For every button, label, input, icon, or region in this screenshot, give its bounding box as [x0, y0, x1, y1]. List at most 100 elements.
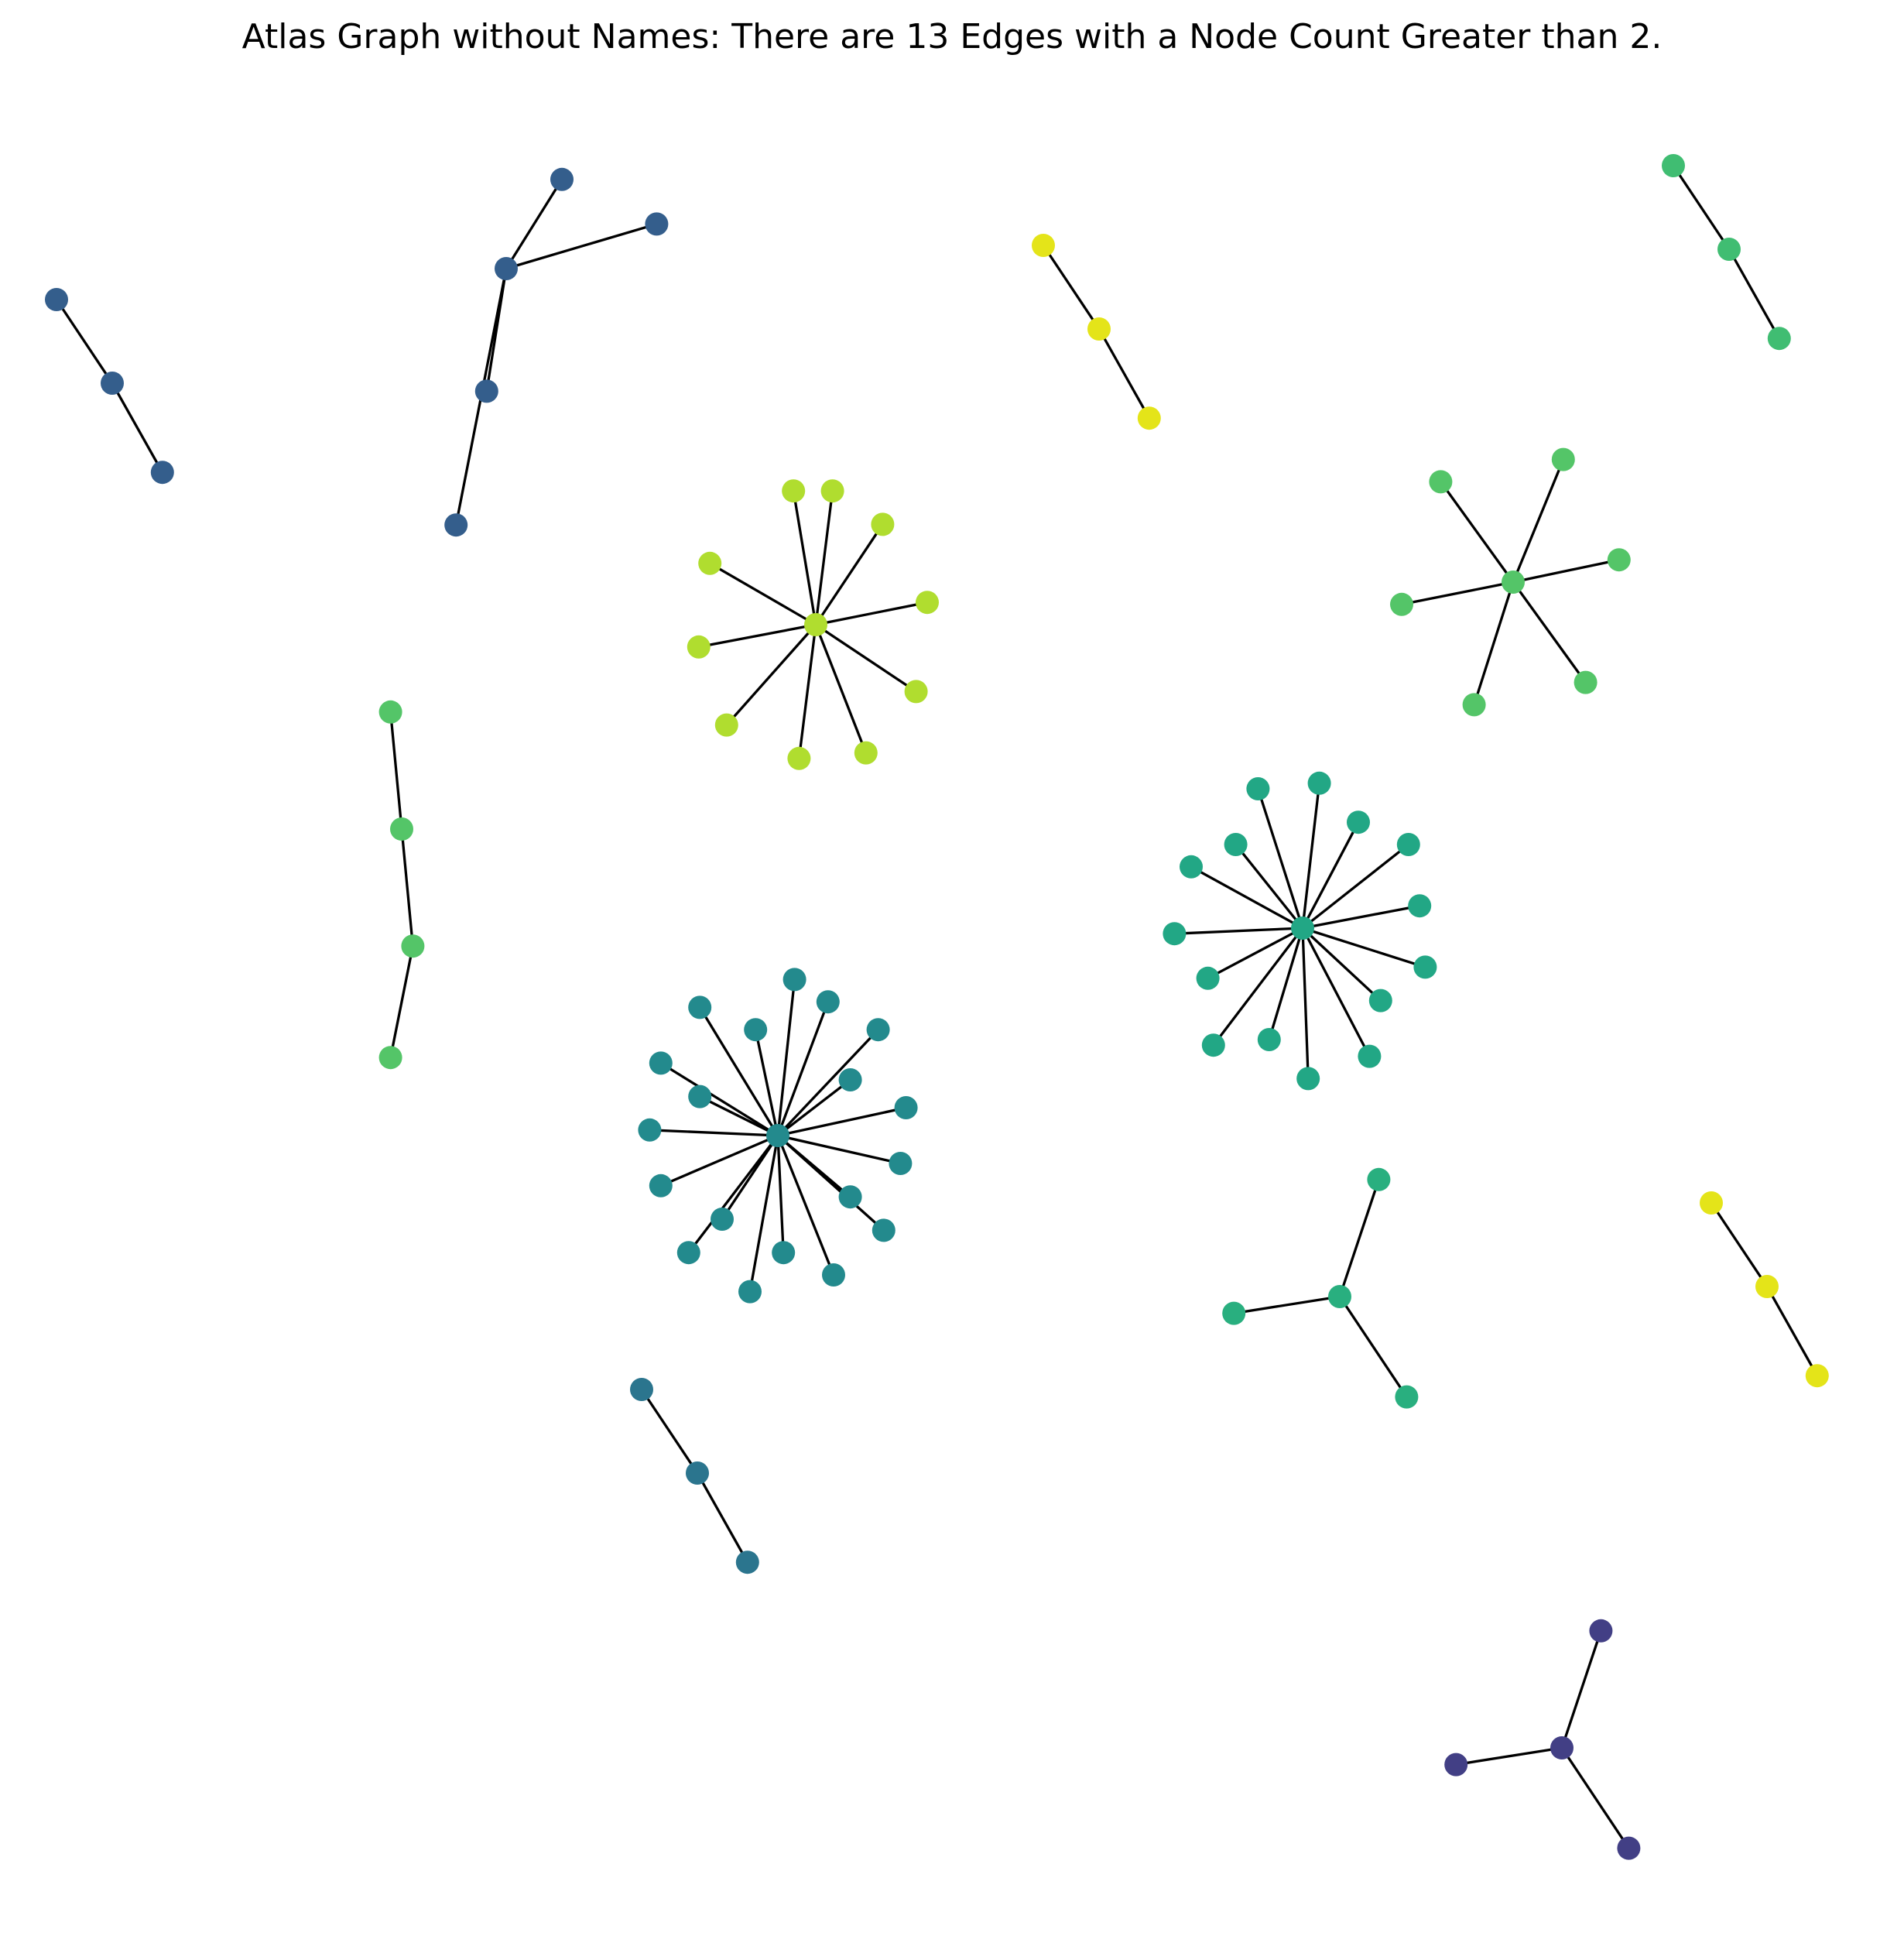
graph-node: [390, 817, 413, 841]
graph-edge: [1301, 927, 1371, 1057]
graph-edge: [776, 979, 796, 1136]
graph-hub-node: [1328, 1285, 1351, 1308]
graph-node: [838, 1068, 862, 1091]
graph-hub-node: [1291, 917, 1314, 940]
graph-hub-node: [1550, 1736, 1574, 1759]
graph-node: [688, 1084, 712, 1108]
graph-node: [645, 212, 669, 236]
graph-node: [1805, 1364, 1829, 1388]
graph-node: [676, 1241, 700, 1265]
graph-edge: [1301, 821, 1360, 929]
graph-edge: [1233, 1295, 1341, 1315]
graph-edge: [1338, 1179, 1380, 1297]
graph-edge: [721, 1135, 779, 1220]
graph-title: Atlas Graph without Names: There are 13 …: [241, 17, 1663, 57]
graph-node: [772, 1241, 796, 1265]
graph-edge: [699, 1095, 779, 1137]
edges-layer: [55, 165, 1819, 1849]
graph-hub-node: [1502, 570, 1525, 594]
graph-edge: [776, 1135, 835, 1276]
graph-edge: [776, 1001, 830, 1136]
graph-node: [866, 1018, 890, 1042]
graph-node: [735, 1550, 759, 1574]
graph-edge: [1098, 328, 1151, 420]
graph-edge: [797, 624, 817, 759]
graph-node: [872, 1218, 895, 1242]
graph-edge: [505, 178, 563, 269]
graph-node: [686, 1461, 709, 1485]
graph-node: [1358, 1044, 1382, 1068]
graph-edge: [776, 1134, 885, 1232]
graph-edge: [754, 1029, 779, 1136]
graph-node: [1246, 777, 1270, 800]
graph-node: [630, 1378, 653, 1401]
graph-edge: [505, 222, 657, 270]
graph-edge: [55, 299, 114, 384]
graph-edge: [748, 1135, 779, 1292]
graph-node: [871, 512, 895, 536]
graph-node: [822, 1263, 845, 1287]
graph-edge: [1302, 927, 1426, 968]
graph-node: [1307, 771, 1331, 795]
graph-node: [688, 995, 712, 1019]
graph-edge: [1455, 1746, 1563, 1766]
graph-edge: [815, 601, 928, 626]
graph-edge: [1212, 927, 1304, 1047]
graph-node: [787, 746, 811, 770]
graph-node: [1196, 966, 1220, 990]
graph-node: [444, 513, 468, 537]
graph-node: [378, 1046, 402, 1070]
graph-node: [1589, 1619, 1613, 1643]
graph-edge: [649, 1129, 779, 1137]
graph-node: [378, 700, 402, 724]
graph-node: [782, 479, 806, 503]
graph-edge: [660, 1134, 779, 1187]
graph-node: [1395, 1385, 1419, 1409]
graph-node: [1201, 1033, 1225, 1057]
graph-node: [649, 1051, 673, 1075]
graph-node: [782, 968, 806, 992]
graph-edge: [1512, 558, 1620, 584]
graph-node: [638, 1118, 662, 1142]
graph-edge: [777, 1106, 906, 1137]
graph-edge: [814, 523, 884, 625]
graph-edge: [1302, 904, 1420, 930]
graph-node: [1368, 988, 1392, 1012]
graph-edge: [698, 623, 817, 649]
graph-edge: [776, 1135, 785, 1253]
graph-node: [711, 1208, 734, 1231]
graph-node: [45, 288, 68, 311]
graph-edge: [1301, 927, 1310, 1079]
graph-node: [1367, 1167, 1391, 1191]
graph-node: [1617, 1836, 1641, 1860]
graph-edge: [1190, 865, 1303, 930]
graph-edge: [659, 1061, 779, 1137]
graph-node: [1408, 894, 1432, 918]
graph-node: [649, 1174, 673, 1197]
graph-node: [1222, 1301, 1246, 1325]
graph-node: [1413, 955, 1437, 979]
graph-edge: [389, 945, 415, 1058]
graph-edge: [1512, 458, 1565, 583]
graph-edge: [1728, 248, 1781, 340]
graph-edge: [389, 711, 403, 830]
graph-edge: [698, 1006, 779, 1136]
graph-edge: [1256, 788, 1304, 929]
graph-edge: [1301, 927, 1382, 1002]
graph-node: [744, 1018, 768, 1042]
graph-edge: [1765, 1286, 1819, 1377]
graph-edge: [696, 1472, 749, 1564]
graph-node: [1163, 922, 1187, 946]
graph-node: [1574, 670, 1598, 694]
graph-node: [1462, 693, 1486, 717]
graph-edge: [777, 1134, 901, 1165]
graph-node: [1607, 548, 1631, 572]
graph-node: [854, 741, 878, 765]
graph-node: [698, 551, 722, 575]
graph-edge: [1512, 581, 1587, 684]
graph-edge: [1338, 1296, 1408, 1398]
graph-edge: [1268, 927, 1304, 1040]
graph-node: [1180, 855, 1203, 879]
graph-edge: [709, 562, 817, 626]
